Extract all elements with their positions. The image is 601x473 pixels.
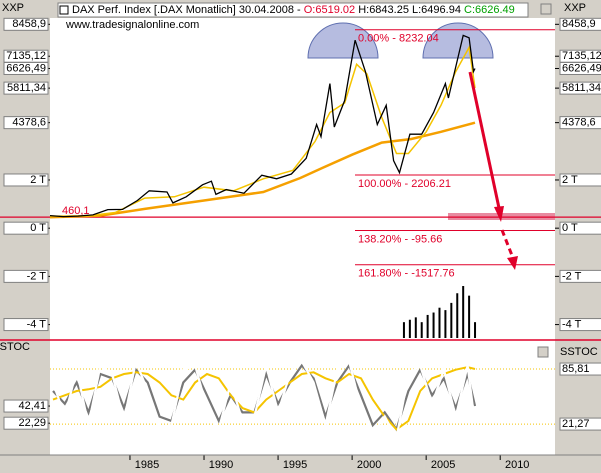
tick-box [559,318,601,332]
fib-label: 161.80% - -1517.76 [358,268,455,280]
x-tick-label: 2000 [357,459,381,471]
y-tick-label: 2 T [30,174,46,186]
y-tick-label: 8458,9 [562,18,596,30]
panel-button[interactable] [537,346,549,358]
y-tick-label: 2 T [562,174,578,186]
tick-box [559,269,601,283]
y-tick-label: 7135,12 [6,50,46,62]
y-tick-label: 21,27 [562,418,590,430]
tick-box [559,221,601,235]
axis-title: SSTOC [560,346,598,358]
y-tick-label: 8458,9 [12,18,46,30]
tick-box [559,61,601,75]
y-tick-label: 42,41 [18,400,46,412]
y-tick-label: -4 T [562,318,582,330]
y-tick-label: 5811,34 [562,82,601,94]
header-box [57,2,529,18]
tick-box [559,17,601,31]
volume-bar [420,322,423,338]
tick-box [3,221,49,235]
y-tick-label: 4378,6 [12,117,46,129]
moving-average [49,121,476,219]
volume-bar [426,314,429,338]
volume-bar [402,322,405,338]
x-tick-label: 1985 [135,459,159,471]
stochastic-line [52,366,476,431]
arrow-head [494,206,504,222]
tick-box [3,173,49,187]
y-tick-label: 5811,34 [7,82,46,94]
y-tick-label: 6626,49 [6,62,46,74]
volume-bar [408,319,411,338]
axis-title: XXP [564,2,586,14]
tick-box [559,173,601,187]
volume-bar [450,302,453,338]
tick-box [559,81,601,95]
header-icon [59,5,69,15]
y-tick-label: 0 T [30,222,46,234]
y-tick-label: 4378,6 [562,117,596,129]
price-line [49,34,476,218]
fib-label: 100.00% - 2206.21 [358,178,451,190]
header: DAX Perf. Index [.DAX Monatlich] 30.04.2… [72,4,515,16]
open: O:6519.02 [304,4,355,16]
volume-bar [438,307,441,338]
x-tick-label: 2005 [431,459,455,471]
arrow-dashed [500,229,515,259]
axis-title: XXP [2,2,24,14]
tick-box [3,17,49,31]
y-tick-label: 22,29 [18,417,46,429]
volume-bar [474,322,477,338]
tick-box [3,269,49,283]
x-tick-label: 1995 [283,459,307,471]
volume-bar [462,286,465,338]
arrow-head [507,256,518,270]
y-tick-label: -4 T [27,318,47,330]
fib-label: 138.20% - -95.66 [358,233,442,245]
volume-bar [468,295,471,338]
volume-bar [456,293,459,338]
x-tick-label: 1990 [209,459,233,471]
volume-bar [432,312,435,338]
tick-box [3,318,49,332]
head-left [307,22,379,59]
moving-average [50,45,476,217]
arrow [468,71,501,209]
base-level-label: 460,1 [62,205,90,217]
y-tick-label: 0 T [562,222,578,234]
y-tick-label: 85,81 [562,363,590,375]
x-tick-label: 2010 [505,459,529,471]
tick-box [3,416,49,430]
tick-box [559,362,601,376]
y-tick-label: 7135,12 [562,50,601,62]
close: C:6626.49 [464,4,515,16]
y-tick-label: -2 T [562,270,582,282]
volume-bar [414,317,417,338]
tick-box [3,399,49,413]
high-low: H:6843.25 L:6496.94 [358,4,461,16]
plot-bg [50,18,555,455]
tick-box [559,417,601,431]
stoch-axis-title: SSTOC [0,341,30,353]
head-right [422,22,494,59]
y-tick-label: -2 T [27,270,47,282]
y-tick-label: 6626,49 [562,62,601,74]
watermark: www.tradesignalonline.com [65,19,199,31]
stochastic-line [52,363,477,432]
tick-box [559,116,601,130]
stochastic-line [51,357,477,442]
close-button[interactable] [540,3,552,15]
tick-box [3,116,49,130]
tick-box [3,61,49,75]
instrument: DAX Perf. Index [.DAX Monatlich] 30.04.2… [72,4,301,16]
fib-label: 0.00% - 8232.04 [358,33,439,45]
tick-box [3,81,49,95]
volume-bar [444,310,447,338]
